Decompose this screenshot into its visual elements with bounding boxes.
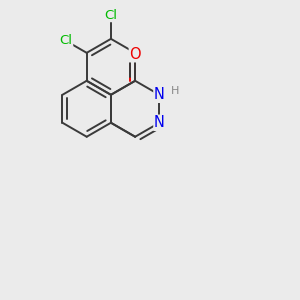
Text: Cl: Cl	[104, 9, 117, 22]
Text: Cl: Cl	[60, 34, 73, 47]
Text: H: H	[171, 86, 179, 96]
Text: N: N	[154, 115, 165, 130]
Text: N: N	[154, 87, 165, 102]
Text: O: O	[129, 47, 141, 62]
